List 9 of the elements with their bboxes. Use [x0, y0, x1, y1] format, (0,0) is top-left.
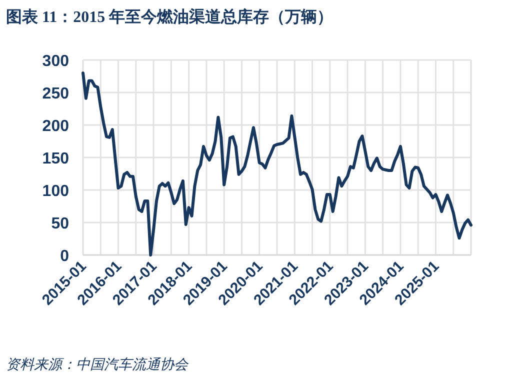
- y-tick-label: 150: [42, 150, 70, 168]
- y-tick-label: 50: [51, 216, 70, 232]
- chart-title: 图表 11：2015 年至今燃油渠道总库存（万辆）: [6, 8, 334, 26]
- text: 资料来源：中国汽车流通协会: [6, 357, 189, 373]
- y-tick-label: 100: [42, 183, 70, 200]
- y-tick-label: 300: [42, 53, 70, 70]
- y-tick-label: 0: [60, 248, 70, 265]
- y-tick-label: 200: [42, 118, 70, 135]
- y-tick-label: 250: [42, 86, 70, 102]
